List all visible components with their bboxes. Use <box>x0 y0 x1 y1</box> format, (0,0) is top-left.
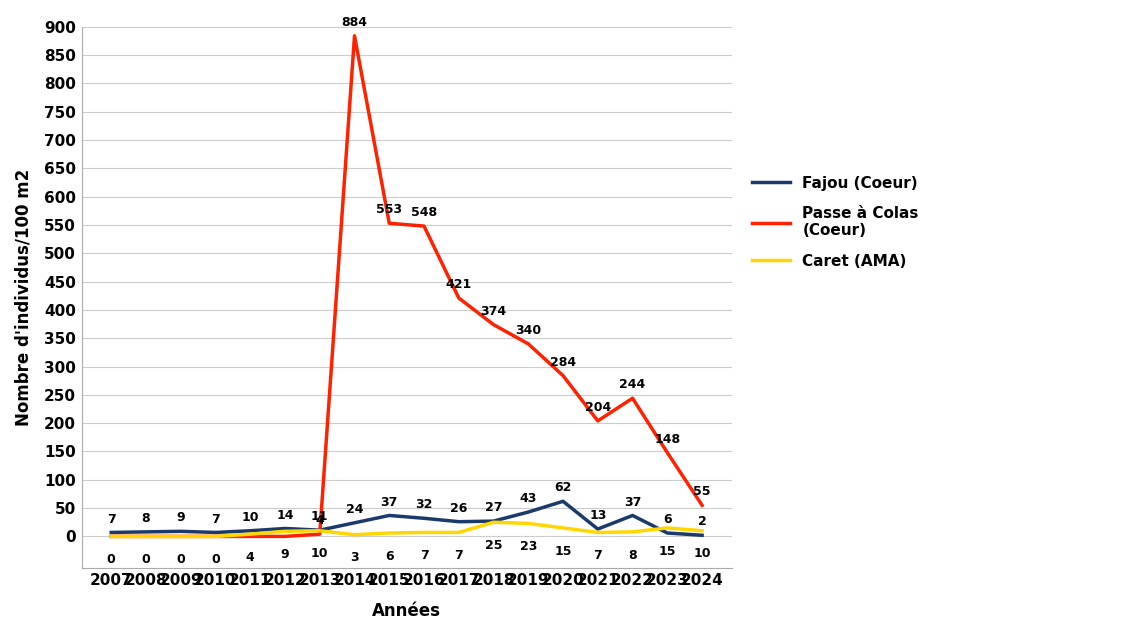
Text: 7: 7 <box>454 549 463 562</box>
Text: 374: 374 <box>480 305 506 318</box>
Text: 9: 9 <box>280 548 289 561</box>
Text: 2: 2 <box>698 516 706 528</box>
Text: 0: 0 <box>211 553 220 566</box>
Text: 0: 0 <box>107 553 116 566</box>
Text: 4: 4 <box>246 551 254 564</box>
Legend: Fajou (Coeur), Passe à Colas
(Coeur), Caret (AMA): Fajou (Coeur), Passe à Colas (Coeur), Ca… <box>746 170 925 275</box>
Text: 3: 3 <box>351 551 359 565</box>
Text: 25: 25 <box>485 539 503 552</box>
Text: 55: 55 <box>693 485 711 498</box>
Text: 4: 4 <box>316 514 325 527</box>
Text: 10: 10 <box>311 547 328 561</box>
Text: 37: 37 <box>380 495 398 509</box>
X-axis label: Années: Années <box>372 602 442 620</box>
Text: 553: 553 <box>376 203 402 217</box>
Text: 340: 340 <box>515 324 541 337</box>
Text: 6: 6 <box>663 513 672 526</box>
Text: 10: 10 <box>693 547 711 561</box>
Text: 11: 11 <box>311 511 328 523</box>
Text: 8: 8 <box>629 549 637 561</box>
Text: 37: 37 <box>624 495 641 509</box>
Text: 27: 27 <box>485 501 503 514</box>
Y-axis label: Nombre d'individus/100 m2: Nombre d'individus/100 m2 <box>15 168 33 426</box>
Text: 8: 8 <box>142 512 150 525</box>
Text: 244: 244 <box>620 378 646 391</box>
Text: 284: 284 <box>550 356 577 369</box>
Text: 26: 26 <box>451 502 468 515</box>
Text: 7: 7 <box>107 512 116 526</box>
Text: 0: 0 <box>176 553 185 566</box>
Text: 24: 24 <box>346 503 363 516</box>
Text: 15: 15 <box>658 545 676 558</box>
Text: 7: 7 <box>594 549 603 562</box>
Text: 15: 15 <box>554 545 572 558</box>
Text: 10: 10 <box>242 511 259 524</box>
Text: 23: 23 <box>520 540 537 553</box>
Text: 6: 6 <box>385 550 394 563</box>
Text: 204: 204 <box>585 401 611 414</box>
Text: 421: 421 <box>446 278 472 291</box>
Text: 148: 148 <box>654 432 680 446</box>
Text: 548: 548 <box>411 206 437 219</box>
Text: 13: 13 <box>589 509 606 522</box>
Text: 884: 884 <box>342 16 368 29</box>
Text: 7: 7 <box>211 512 220 526</box>
Text: 62: 62 <box>554 481 572 495</box>
Text: 32: 32 <box>415 498 432 511</box>
Text: 9: 9 <box>176 511 185 525</box>
Text: 14: 14 <box>276 509 294 521</box>
Text: 0: 0 <box>142 553 150 566</box>
Text: 7: 7 <box>420 549 428 562</box>
Text: 43: 43 <box>520 492 537 505</box>
